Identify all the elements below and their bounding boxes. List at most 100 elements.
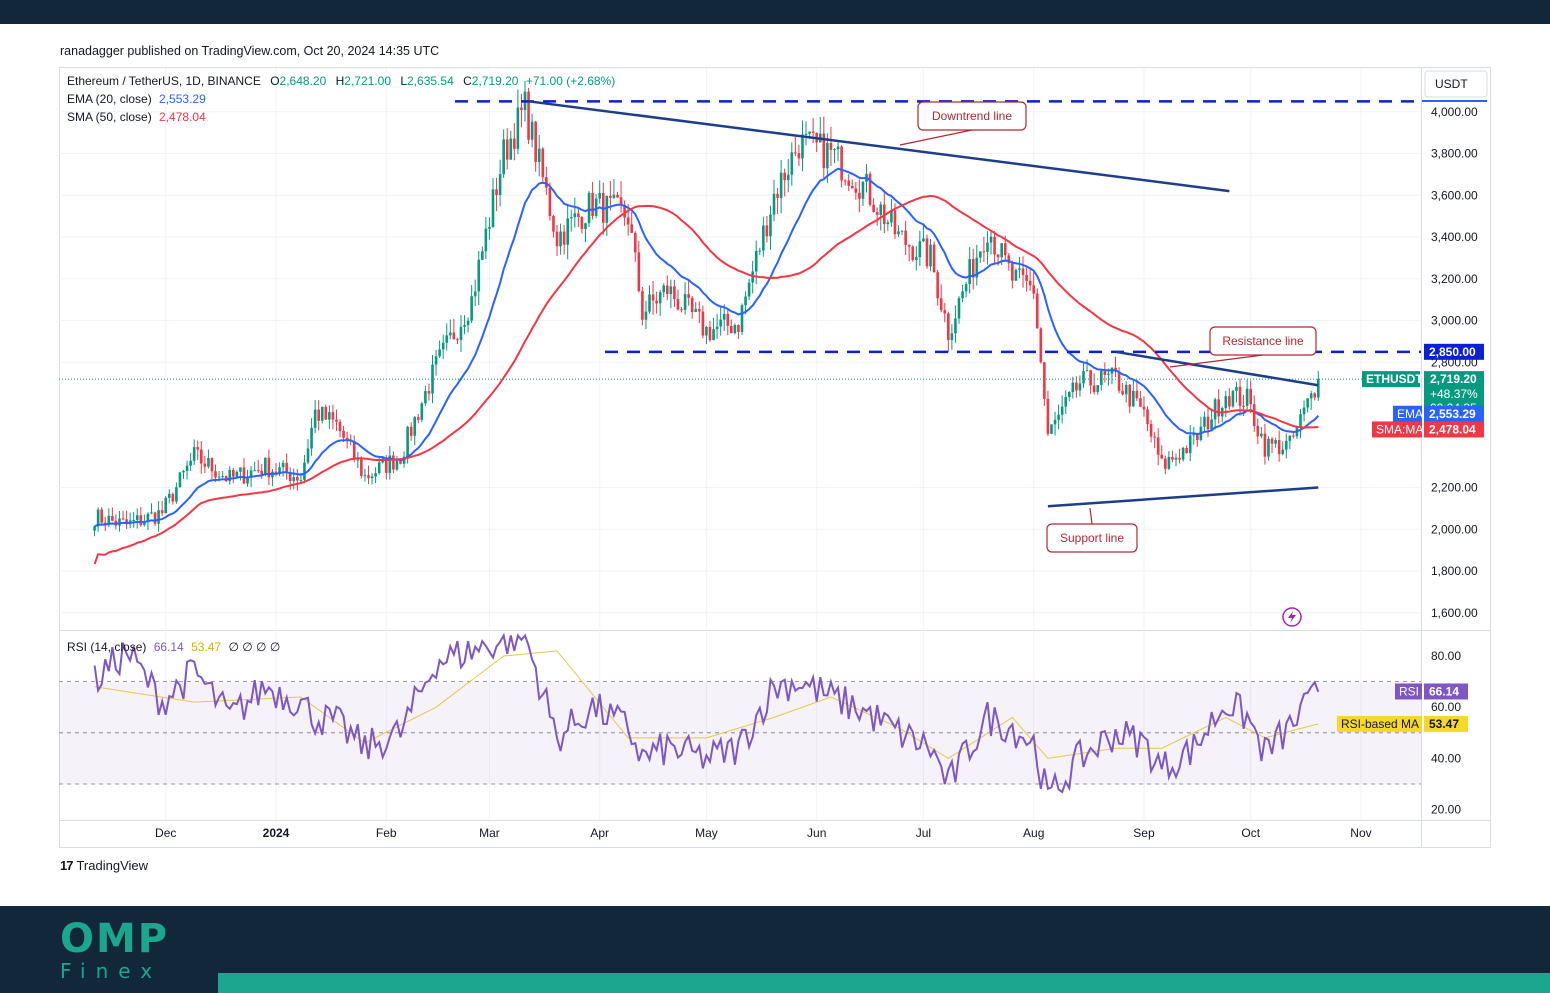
candle-body <box>395 460 399 470</box>
candle-body <box>125 519 128 525</box>
candle-body <box>1011 263 1014 281</box>
candle-body <box>491 189 495 228</box>
last-price-value: 2,719.20 <box>1430 372 1477 386</box>
candle-body <box>481 251 484 260</box>
candle-body <box>466 320 470 326</box>
candle-body <box>1171 456 1174 460</box>
price-tick-label: 3,400.00 <box>1431 230 1478 244</box>
candle-body <box>996 254 1000 258</box>
candle-body <box>1096 385 1100 393</box>
candle-body <box>153 512 157 524</box>
candle-body <box>374 473 377 477</box>
candle-body <box>986 242 989 252</box>
sma-legend[interactable]: SMA (50, close) 2,478.04 <box>67 110 206 124</box>
ema-axis-tag <box>1424 405 1484 422</box>
candle-body <box>1149 424 1153 437</box>
rsi-axis-tag <box>1424 683 1468 700</box>
candle-body <box>1082 371 1085 384</box>
rsi-tick-label: 20.00 <box>1431 803 1461 817</box>
candle-body <box>826 142 829 169</box>
candle-body <box>328 412 331 420</box>
candle-body <box>598 193 602 199</box>
rsi-axis-badge-label: RSI <box>1399 684 1419 698</box>
candle-body <box>619 197 623 205</box>
candle-body <box>1249 388 1252 405</box>
rsi-tick-label: 80.00 <box>1431 649 1461 663</box>
candle-body <box>264 457 267 475</box>
candle-body <box>1238 386 1242 406</box>
rsi-legend[interactable]: RSI (14, close) 66.14 53.47 ∅ ∅ ∅ ∅ <box>67 640 280 654</box>
candle-body <box>203 463 207 467</box>
symbol-legend[interactable]: Ethereum / TetherUS, 1D, BINANCE O2,648.… <box>67 74 615 88</box>
candle-body <box>740 305 744 332</box>
candle-body <box>744 296 747 306</box>
candle-body <box>530 121 534 140</box>
candle-body <box>246 477 249 484</box>
price-tick-label: 1,800.00 <box>1431 564 1478 578</box>
candle-body <box>680 309 683 311</box>
candle-body <box>342 431 345 438</box>
candle-body <box>1281 449 1285 455</box>
downtrend-line <box>528 100 1230 193</box>
candle-body <box>537 148 541 162</box>
candles <box>93 80 1320 537</box>
candle-body <box>356 459 360 461</box>
candle-body <box>1242 405 1245 407</box>
chart-frame[interactable] <box>59 67 1491 848</box>
symbol-badge <box>1362 371 1420 388</box>
candle-body <box>1260 433 1263 437</box>
candle-body <box>552 216 555 232</box>
symbol-title: Ethereum / TetherUS, 1D, BINANCE <box>67 74 261 88</box>
candle-body <box>1060 406 1064 415</box>
candle-body <box>1078 383 1082 391</box>
candle-body <box>641 291 644 320</box>
rsi-tick-label: 60.00 <box>1431 700 1461 714</box>
low-value: 2,635.54 <box>407 74 454 88</box>
candle-body <box>1228 396 1231 407</box>
candle-body <box>470 296 473 321</box>
candle-body <box>559 231 562 247</box>
ema-legend[interactable]: EMA (20, close) 2,553.29 <box>67 92 206 106</box>
candle-body <box>1064 396 1068 407</box>
time-tick-label: 2024 <box>263 826 290 840</box>
candle-body <box>1146 409 1149 425</box>
candle-body <box>367 475 370 479</box>
support-callout-label: Support line <box>1060 531 1124 545</box>
candle-body <box>335 419 338 422</box>
candle-body <box>278 467 281 474</box>
candle-body <box>847 180 851 186</box>
candle-body <box>687 294 690 298</box>
candle-body <box>1057 414 1060 420</box>
candle-body <box>253 470 256 472</box>
candle-body <box>1075 382 1078 391</box>
candle-body <box>758 250 762 252</box>
candle-body <box>840 146 843 181</box>
change-value: +71.00 (+2.68%) <box>525 74 616 88</box>
candle-body <box>569 217 573 219</box>
candle-body <box>167 493 171 498</box>
ema-legend-label: EMA (20, close) <box>67 92 152 106</box>
rsi-legend-extra: ∅ ∅ ∅ ∅ <box>228 640 281 654</box>
candle-body <box>445 335 449 343</box>
candle-body <box>513 138 516 149</box>
candle-body <box>1164 458 1167 469</box>
candle-body <box>609 195 612 198</box>
price-tick-label: 3,800.00 <box>1431 147 1478 161</box>
price-tick-label: 2,000.00 <box>1431 522 1478 536</box>
sma-axis-badge-label: SMA:MA <box>1376 422 1423 436</box>
candle-body <box>779 172 783 198</box>
time-tick-label: Jun <box>807 826 826 840</box>
candle-body <box>907 244 911 247</box>
tradingview-logo[interactable]: 17 TradingView <box>60 858 148 873</box>
candle-body <box>377 462 381 474</box>
price-tick-label: 4,000.00 <box>1431 105 1478 119</box>
candle-body <box>979 251 982 258</box>
candle-body <box>1124 384 1128 395</box>
candle-body <box>449 332 452 336</box>
candle-body <box>232 469 235 477</box>
candle-body <box>171 493 175 502</box>
candle-body <box>1021 268 1025 275</box>
candle-body <box>566 218 569 245</box>
candle-body <box>658 292 662 304</box>
